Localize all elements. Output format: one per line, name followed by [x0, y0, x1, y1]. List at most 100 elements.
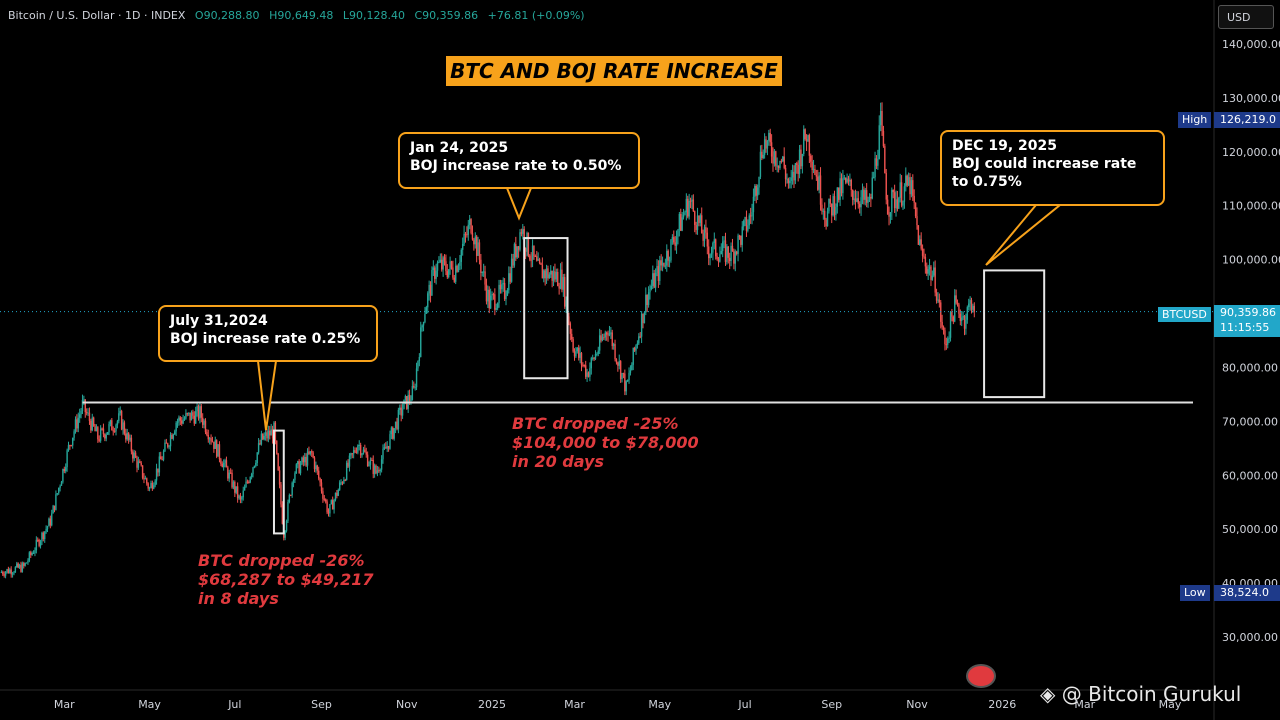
candle: [438, 261, 440, 263]
candle: [181, 420, 183, 424]
candle: [861, 189, 864, 198]
x-tick-label: Jul: [737, 698, 751, 711]
y-tick-label: 130,000.00: [1222, 92, 1280, 105]
candle: [428, 284, 430, 294]
candle: [392, 427, 394, 439]
candle: [31, 552, 33, 555]
candle: [320, 482, 323, 492]
candle: [849, 180, 851, 182]
drop-note-2025: BTC dropped -25% $104,000 to $78,000 in …: [512, 414, 699, 471]
candle: [517, 246, 520, 250]
x-tick-label: May: [138, 698, 161, 711]
candle: [942, 326, 945, 331]
candle: [740, 235, 742, 245]
candle: [664, 265, 667, 267]
candle: [368, 464, 370, 467]
candle: [224, 460, 226, 463]
candle: [689, 200, 692, 202]
candle: [537, 259, 539, 261]
candle: [267, 430, 270, 439]
candle: [668, 260, 671, 262]
candle: [663, 262, 665, 267]
candle: [38, 539, 40, 546]
y-tick-label: 80,000.00: [1222, 361, 1278, 374]
candle: [791, 171, 794, 178]
note-line: in 8 days: [198, 589, 279, 608]
candle: [336, 492, 338, 496]
price-axis[interactable]: 140,000.00 130,000.00 120,000.00 110,000.00…: [1222, 38, 1280, 644]
candle: [488, 289, 490, 309]
candle: [864, 190, 866, 200]
candle: [389, 434, 391, 449]
candle: [903, 186, 906, 202]
candle: [828, 198, 830, 212]
candle: [931, 275, 934, 280]
symbol-header: Bitcoin / U.S. Dollar · 1D · INDEX O90,2…: [8, 9, 591, 22]
candle: [94, 425, 96, 432]
candle: [144, 478, 147, 480]
candle: [305, 456, 307, 466]
candle: [351, 453, 353, 455]
candle: [284, 530, 286, 538]
x-tick-label: Mar: [564, 698, 585, 711]
candle: [851, 189, 854, 200]
candle: [164, 442, 166, 452]
candle: [533, 245, 535, 256]
time-axis[interactable]: Mar May Jul Sep Nov 2025 Mar May Jul Sep Nov 2026 Ma…: [54, 698, 1182, 711]
candle: [508, 273, 510, 291]
candle: [386, 445, 388, 449]
candle: [250, 474, 253, 478]
candle: [77, 417, 79, 429]
candle: [271, 429, 274, 439]
high-value: H90,649.48: [269, 9, 334, 22]
candle: [920, 239, 922, 249]
candle: [104, 434, 106, 439]
candle: [843, 177, 846, 179]
candle: [123, 422, 126, 434]
candle: [810, 155, 812, 162]
candle: [245, 481, 247, 488]
candle: [617, 362, 619, 366]
candle: [225, 460, 228, 468]
candle: [253, 465, 256, 468]
candle: [612, 344, 615, 346]
candle: [814, 168, 816, 176]
candle: [886, 199, 889, 215]
candle: [714, 239, 717, 257]
candle: [951, 312, 953, 317]
event-marker-icon[interactable]: [966, 664, 996, 688]
candle: [24, 562, 26, 566]
candle: [558, 286, 560, 289]
candle: [327, 512, 330, 514]
candle: [460, 249, 462, 262]
candle: [154, 480, 156, 486]
open-value: O90,288.80: [194, 9, 260, 22]
candle: [376, 470, 379, 474]
candle: [280, 484, 282, 505]
candle: [431, 269, 433, 296]
candle: [625, 381, 627, 392]
candle: [913, 195, 915, 203]
candle: [494, 294, 496, 310]
candle: [572, 339, 574, 352]
candle: [701, 215, 703, 234]
candle: [699, 215, 702, 223]
symbol-name[interactable]: Bitcoin / U.S. Dollar · 1D · INDEX: [8, 9, 186, 22]
currency-button[interactable]: USD: [1218, 5, 1274, 29]
candle: [67, 445, 70, 451]
candle: [970, 300, 973, 310]
candle: [375, 465, 377, 474]
candle: [727, 246, 729, 258]
candle: [817, 176, 819, 190]
candle: [513, 244, 516, 266]
candle: [98, 439, 100, 441]
candle: [825, 219, 827, 227]
candle: [720, 250, 722, 255]
candle: [847, 178, 850, 182]
candle: [734, 251, 736, 264]
candle: [656, 266, 658, 273]
candle: [731, 245, 734, 252]
candle: [853, 198, 855, 200]
low-label-tag: Low: [1180, 585, 1210, 601]
candle: [281, 504, 284, 524]
